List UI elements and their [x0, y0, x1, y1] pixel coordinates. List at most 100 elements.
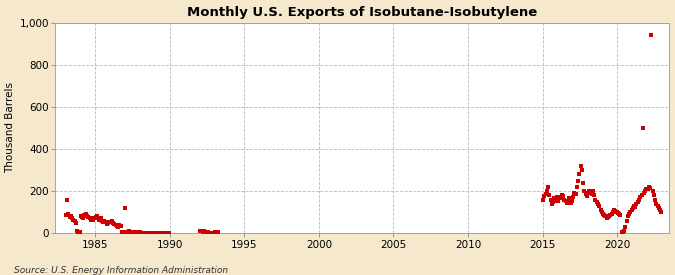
Point	[109, 222, 119, 226]
Point	[211, 230, 221, 234]
Point	[157, 230, 168, 235]
Point	[601, 216, 612, 221]
Point	[197, 229, 208, 234]
Point	[574, 172, 585, 177]
Point	[631, 202, 642, 206]
Point	[616, 230, 627, 234]
Point	[625, 210, 636, 214]
Y-axis label: Thousand Barrels: Thousand Barrels	[5, 82, 16, 173]
Point	[585, 190, 596, 194]
Point	[92, 216, 103, 221]
Point	[590, 197, 601, 202]
Point	[572, 185, 583, 189]
Point	[588, 189, 599, 193]
Point	[207, 230, 218, 235]
Point	[196, 229, 207, 233]
Point	[63, 212, 74, 216]
Point	[154, 230, 165, 235]
Point	[203, 230, 214, 235]
Point	[123, 230, 134, 234]
Point	[201, 230, 212, 234]
Point	[89, 216, 100, 221]
Point	[640, 189, 651, 193]
Point	[630, 205, 641, 209]
Point	[135, 230, 146, 234]
Point	[67, 216, 78, 221]
Point	[541, 189, 552, 193]
Point	[150, 230, 161, 235]
Point	[70, 218, 80, 223]
Point	[139, 230, 150, 235]
Point	[70, 221, 81, 225]
Point	[597, 212, 608, 216]
Point	[110, 223, 121, 227]
Point	[605, 213, 616, 218]
Point	[94, 217, 105, 222]
Point	[103, 221, 113, 225]
Point	[160, 230, 171, 235]
Point	[634, 197, 645, 202]
Point	[545, 197, 556, 202]
Point	[565, 200, 576, 205]
Point	[628, 204, 639, 208]
Point	[626, 208, 637, 212]
Point	[65, 214, 76, 219]
Point	[539, 194, 550, 199]
Point	[74, 230, 85, 234]
Point	[579, 189, 590, 193]
Point	[148, 230, 159, 235]
Point	[594, 204, 605, 208]
Point	[624, 212, 634, 216]
Point	[583, 191, 593, 196]
Point	[558, 194, 568, 199]
Point	[129, 230, 140, 234]
Point	[581, 194, 592, 199]
Point	[134, 230, 144, 235]
Point	[140, 230, 151, 235]
Point	[125, 230, 136, 234]
Point	[608, 210, 618, 214]
Point	[146, 230, 157, 235]
Point	[596, 210, 607, 214]
Point	[556, 193, 567, 197]
Point	[636, 193, 647, 197]
Point	[612, 210, 622, 214]
Point	[144, 230, 155, 235]
Point	[124, 229, 134, 233]
Point	[212, 230, 223, 234]
Point	[646, 33, 657, 37]
Point	[198, 229, 209, 233]
Point	[210, 229, 221, 234]
Point	[593, 202, 603, 206]
Point	[632, 199, 643, 204]
Text: Source: U.S. Energy Information Administration: Source: U.S. Energy Information Administ…	[14, 266, 227, 275]
Point	[132, 230, 143, 234]
Point	[145, 230, 156, 235]
Point	[603, 214, 614, 219]
Point	[163, 230, 173, 235]
Point	[61, 213, 72, 218]
Point	[615, 213, 626, 218]
Point	[553, 198, 564, 203]
Point	[591, 199, 602, 204]
Point	[108, 221, 119, 225]
Point	[634, 195, 645, 200]
Point	[543, 185, 554, 189]
Point	[131, 230, 142, 235]
Point	[161, 230, 172, 235]
Point	[643, 187, 653, 191]
Point	[551, 195, 562, 200]
Point	[116, 230, 127, 234]
Point	[580, 192, 591, 196]
Point	[643, 185, 654, 189]
Point	[61, 197, 72, 202]
Point	[101, 219, 111, 224]
Point	[114, 223, 125, 227]
Point	[651, 202, 662, 206]
Point	[619, 229, 630, 233]
Point	[104, 219, 115, 224]
Point	[105, 219, 116, 224]
Point	[80, 212, 91, 216]
Point	[156, 230, 167, 235]
Point	[655, 208, 666, 212]
